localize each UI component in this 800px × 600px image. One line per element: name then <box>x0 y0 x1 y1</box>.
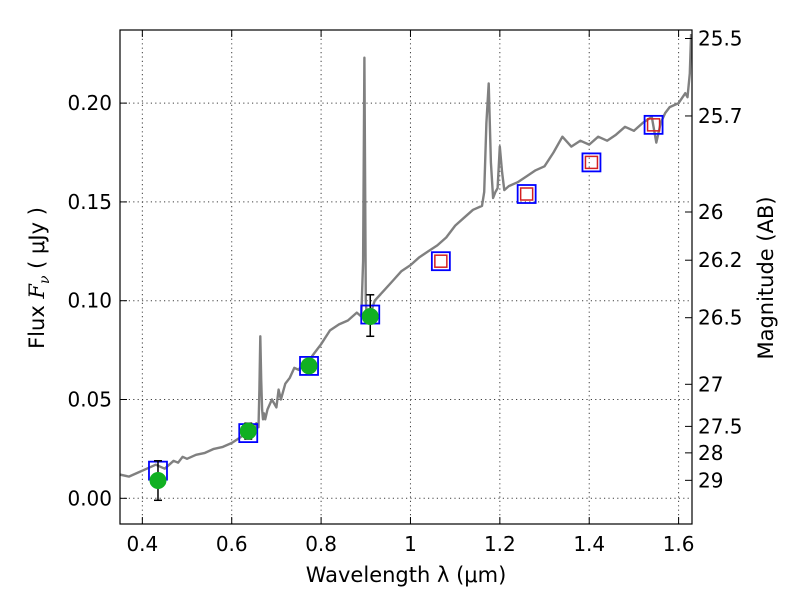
magnitude-tick-label: 27 <box>698 372 723 396</box>
plot-frame <box>119 29 693 525</box>
y-label-subscript: ν <box>37 275 53 284</box>
model-square-marker <box>299 356 319 376</box>
open-square-marker <box>646 118 661 132</box>
y-axis-label-right: Magnitude (AB) <box>754 196 778 359</box>
y-axis-label-left: Flux Fν ( μJy ) <box>25 207 53 349</box>
open-square-marker <box>519 187 534 201</box>
series-group <box>120 33 692 502</box>
magnitude-tick-label: 25.7 <box>698 104 743 128</box>
y-label-prefix: Flux <box>25 299 49 349</box>
open-square-marker <box>584 155 599 170</box>
magnitude-tick-label: 26 <box>698 200 723 224</box>
y-tick-label: 0.10 <box>67 289 112 313</box>
grid-lines <box>120 30 692 524</box>
magnitude-tick-label: 29 <box>698 468 723 492</box>
x-tick-label: 0.8 <box>305 532 337 556</box>
measured-point <box>361 308 379 326</box>
x-axis-label: Wavelength λ (μm) <box>306 563 507 587</box>
model-square-marker <box>430 251 451 272</box>
model-square-marker <box>643 114 664 135</box>
magnitude-tick-label: 28 <box>698 441 723 465</box>
measured-point <box>239 422 257 440</box>
y-tick-label: 0.15 <box>67 190 112 214</box>
open-square-marker <box>434 254 448 268</box>
measured-point <box>149 472 167 490</box>
y-tick-label: 0.05 <box>67 388 112 412</box>
magnitude-tick-label: 26.5 <box>698 306 743 330</box>
y-label-unit: ( μJy ) <box>25 207 49 275</box>
x-tick-label: 0.4 <box>126 532 158 556</box>
magnitude-tick-label: 27.5 <box>698 414 743 438</box>
measured-point <box>300 357 318 375</box>
y-tick-label: 0.20 <box>67 91 112 115</box>
x-tick-label: 0.6 <box>216 532 248 556</box>
x-tick-label: 1.6 <box>663 532 695 556</box>
model-square-marker <box>516 184 537 204</box>
plot-area <box>120 33 692 502</box>
y-tick-label: 0.00 <box>67 486 112 510</box>
x-tick-label: 1 <box>404 532 417 556</box>
axis-ticks: 0.4 0.6 0.8 1 1.2 1.4 1.6 0.00 0.05 0.10 0.15 0.20 2… <box>67 26 742 556</box>
x-tick-label: 1.4 <box>573 532 605 556</box>
magnitude-tick-label: 25.5 <box>698 26 743 50</box>
magnitude-tick-label: 26.2 <box>698 248 743 272</box>
x-tick-label: 1.2 <box>484 532 516 556</box>
y-label-variable: F <box>25 283 49 300</box>
model-square-marker <box>581 152 602 173</box>
